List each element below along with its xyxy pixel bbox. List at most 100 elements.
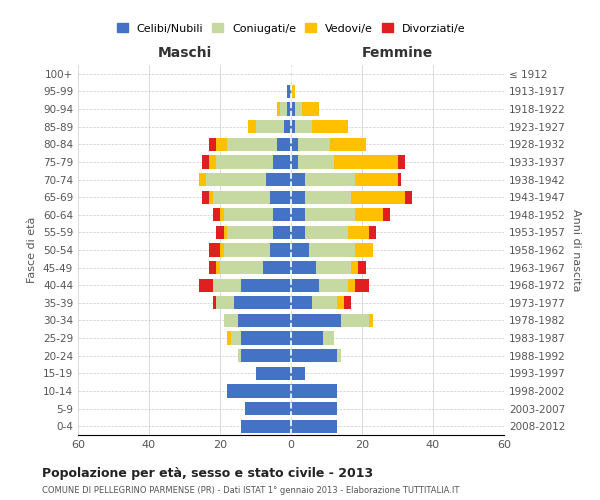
Bar [266, 173, 291, 186]
Bar [224, 226, 227, 239]
Bar [217, 156, 273, 168]
Bar [291, 85, 295, 98]
Bar [291, 366, 305, 380]
Bar [209, 190, 213, 204]
Bar [273, 156, 291, 168]
Bar [199, 173, 206, 186]
Bar [227, 384, 291, 398]
Bar [273, 226, 291, 239]
Bar [263, 261, 291, 274]
Bar [213, 190, 270, 204]
Bar [248, 120, 256, 134]
Bar [277, 138, 291, 151]
Bar [241, 349, 291, 362]
Bar [319, 278, 348, 292]
Bar [291, 349, 337, 362]
Text: Popolazione per età, sesso e stato civile - 2013: Popolazione per età, sesso e stato civil… [42, 468, 373, 480]
Bar [224, 314, 238, 327]
Bar [291, 226, 305, 239]
Bar [291, 420, 337, 433]
Bar [291, 102, 295, 116]
Bar [227, 226, 273, 239]
Bar [348, 226, 369, 239]
Bar [369, 226, 376, 239]
Bar [241, 278, 291, 292]
Bar [337, 296, 344, 310]
Bar [398, 156, 404, 168]
Bar [238, 349, 241, 362]
Bar [209, 261, 217, 274]
Bar [280, 102, 287, 116]
Bar [213, 296, 217, 310]
Bar [273, 208, 291, 222]
Bar [337, 349, 341, 362]
Bar [291, 208, 305, 222]
Bar [348, 278, 355, 292]
Bar [291, 402, 337, 415]
Bar [355, 244, 373, 256]
Bar [291, 190, 305, 204]
Bar [383, 208, 391, 222]
Bar [305, 208, 355, 222]
Bar [298, 138, 330, 151]
Bar [199, 278, 213, 292]
Bar [305, 190, 352, 204]
Bar [256, 120, 284, 134]
Bar [302, 102, 319, 116]
Bar [220, 244, 224, 256]
Bar [245, 402, 291, 415]
Bar [344, 296, 352, 310]
Bar [202, 190, 209, 204]
Bar [352, 261, 358, 274]
Bar [369, 314, 373, 327]
Bar [291, 138, 298, 151]
Text: Maschi: Maschi [157, 46, 212, 60]
Bar [287, 102, 291, 116]
Bar [224, 208, 273, 222]
Bar [217, 226, 224, 239]
Bar [334, 156, 398, 168]
Y-axis label: Fasce di età: Fasce di età [28, 217, 37, 283]
Bar [213, 278, 241, 292]
Bar [227, 332, 230, 344]
Bar [209, 138, 217, 151]
Bar [227, 138, 277, 151]
Y-axis label: Anni di nascita: Anni di nascita [571, 209, 581, 291]
Bar [291, 156, 298, 168]
Bar [295, 102, 302, 116]
Bar [217, 296, 234, 310]
Bar [241, 332, 291, 344]
Bar [355, 173, 398, 186]
Bar [291, 244, 309, 256]
Bar [209, 244, 220, 256]
Bar [256, 366, 291, 380]
Bar [352, 190, 404, 204]
Bar [291, 120, 295, 134]
Bar [202, 156, 209, 168]
Bar [309, 244, 355, 256]
Bar [291, 384, 337, 398]
Bar [291, 296, 313, 310]
Bar [295, 120, 313, 134]
Bar [206, 173, 266, 186]
Bar [313, 120, 348, 134]
Bar [291, 314, 341, 327]
Bar [305, 173, 355, 186]
Bar [284, 120, 291, 134]
Bar [213, 208, 220, 222]
Bar [241, 420, 291, 433]
Bar [355, 208, 383, 222]
Bar [277, 102, 280, 116]
Bar [217, 138, 227, 151]
Bar [220, 261, 263, 274]
Bar [404, 190, 412, 204]
Bar [209, 156, 217, 168]
Text: COMUNE DI PELLEGRINO PARMENSE (PR) - Dati ISTAT 1° gennaio 2013 - Elaborazione T: COMUNE DI PELLEGRINO PARMENSE (PR) - Dat… [42, 486, 460, 495]
Bar [291, 278, 319, 292]
Bar [270, 190, 291, 204]
Bar [341, 314, 369, 327]
Bar [287, 85, 291, 98]
Text: Femmine: Femmine [362, 46, 433, 60]
Legend: Celibi/Nubili, Coniugati/e, Vedovi/e, Divorziati/e: Celibi/Nubili, Coniugati/e, Vedovi/e, Di… [112, 19, 470, 38]
Bar [398, 173, 401, 186]
